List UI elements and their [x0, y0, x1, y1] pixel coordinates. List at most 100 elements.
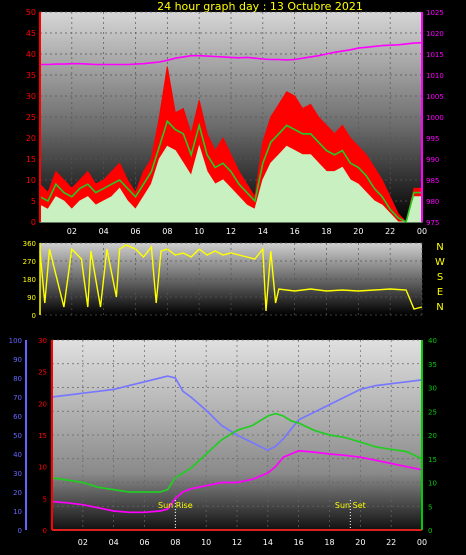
y-right-tick-label: 975: [426, 219, 439, 227]
temperature-series: [51, 412, 423, 493]
compass-label: E: [437, 287, 443, 298]
temp-panel-series: [51, 375, 423, 531]
y-left-tick-label: 20: [26, 134, 36, 143]
x-tick-label: 22: [385, 227, 395, 236]
y-red-tick-label: 0: [43, 527, 47, 535]
wind-panel-series: [39, 41, 423, 224]
y-right-tick-label: 980: [426, 198, 439, 206]
y-left-tick-label: 45: [26, 29, 36, 38]
y-right-tick-label: 995: [426, 135, 439, 143]
y-right-tick-label: 985: [426, 177, 439, 185]
x-tick-label: 14: [258, 227, 268, 236]
pressure-series: [40, 41, 423, 66]
x-tick-label: 16: [290, 227, 300, 236]
y-left-tick-label: 25: [26, 113, 36, 122]
y-right-tick-label: 1020: [426, 30, 444, 38]
y-green-tick-label: 25: [428, 408, 437, 416]
wind-panel-axes: 0510152025303540455097598098599099510001…: [26, 8, 444, 236]
y-red-tick-label: 10: [38, 464, 47, 472]
y-blue-tick-label: 0: [18, 527, 22, 535]
temp-panel-axes: 0510152025303540010203040506070809010005…: [9, 337, 437, 547]
y-left-tick-label: 10: [26, 176, 36, 185]
y-green-tick-label: 10: [428, 480, 437, 488]
x-tick-label: 06: [130, 227, 140, 236]
wind-average-series: [39, 119, 422, 224]
x-tick-label: 02: [78, 538, 88, 547]
chart-title: 24 hour graph day : 13 Octubre 2021: [157, 0, 363, 13]
x-tick-label: 12: [232, 538, 242, 547]
x-tick-label: 16: [294, 538, 304, 547]
x-tick-label: 20: [355, 538, 365, 547]
humidity-series: [51, 375, 423, 452]
y-tick-label: 270: [23, 258, 36, 266]
y-left-tick-label: 35: [26, 71, 36, 80]
y-blue-tick-label: 50: [13, 432, 22, 440]
direction-panel-series: [39, 244, 423, 312]
y-green-tick-label: 15: [428, 456, 437, 464]
compass-label: N: [436, 302, 443, 313]
y-left-tick-label: 5: [31, 197, 36, 206]
compass-label: S: [437, 272, 443, 283]
y-blue-tick-label: 80: [13, 375, 22, 383]
y-blue-tick-label: 40: [13, 451, 22, 459]
y-blue-tick-label: 10: [13, 508, 22, 516]
y-tick-label: 0: [32, 312, 36, 320]
y-green-tick-label: 40: [428, 337, 437, 345]
y-tick-label: 360: [23, 240, 36, 248]
x-tick-label: 08: [170, 538, 180, 547]
compass-label: W: [435, 257, 445, 268]
y-blue-tick-label: 70: [13, 394, 22, 402]
x-tick-label: 12: [226, 227, 236, 236]
y-green-tick-label: 5: [428, 503, 432, 511]
sunset-label: Sun Set: [335, 501, 366, 510]
x-tick-label: 20: [353, 227, 363, 236]
y-tick-label: 90: [27, 294, 36, 302]
y-left-tick-label: 40: [26, 50, 36, 59]
y-red-tick-label: 25: [38, 369, 47, 377]
y-right-tick-label: 1005: [426, 93, 444, 101]
x-tick-label: 08: [162, 227, 172, 236]
y-left-tick-label: 30: [26, 92, 36, 101]
x-tick-label: 10: [194, 227, 204, 236]
x-tick-label: 14: [263, 538, 273, 547]
y-blue-tick-label: 20: [13, 489, 22, 497]
dewpoint-series: [51, 449, 423, 514]
y-blue-tick-label: 30: [13, 470, 22, 478]
y-right-tick-label: 1015: [426, 51, 444, 59]
wind-speed-series: [39, 144, 423, 223]
y-red-tick-label: 30: [38, 337, 47, 345]
y-right-tick-label: 1025: [426, 9, 444, 17]
y-blue-tick-label: 60: [13, 413, 22, 421]
y-right-tick-label: 1010: [426, 72, 444, 80]
y-left-tick-label: 50: [26, 8, 36, 17]
x-tick-label: 22: [386, 538, 396, 547]
y-tick-label: 180: [23, 276, 36, 284]
y-left-tick-label: 15: [26, 155, 36, 164]
x-tick-label: 18: [321, 227, 331, 236]
y-red-tick-label: 20: [38, 400, 47, 408]
y-green-tick-label: 0: [428, 527, 432, 535]
wind-direction-series: [39, 244, 423, 312]
compass-label: N: [436, 242, 443, 253]
y-green-tick-label: 30: [428, 385, 437, 393]
y-blue-tick-label: 100: [9, 337, 22, 345]
y-left-tick-label: 0: [31, 218, 36, 227]
x-tick-label: 00: [417, 538, 427, 547]
x-tick-label: 10: [201, 538, 211, 547]
sunrise-label: Sun Rise: [158, 501, 193, 510]
y-blue-tick-label: 90: [13, 356, 22, 364]
x-tick-label: 04: [109, 538, 119, 547]
y-right-tick-label: 990: [426, 156, 439, 164]
direction-panel-grid: [40, 242, 423, 316]
y-green-tick-label: 35: [428, 361, 437, 369]
x-tick-label: 18: [324, 538, 334, 547]
y-right-tick-label: 1000: [426, 114, 444, 122]
y-red-tick-label: 15: [38, 432, 47, 440]
y-red-tick-label: 5: [43, 495, 47, 503]
x-tick-label: 02: [67, 227, 77, 236]
x-tick-label: 00: [417, 227, 427, 236]
x-tick-label: 04: [99, 227, 109, 236]
y-green-tick-label: 20: [428, 432, 437, 440]
